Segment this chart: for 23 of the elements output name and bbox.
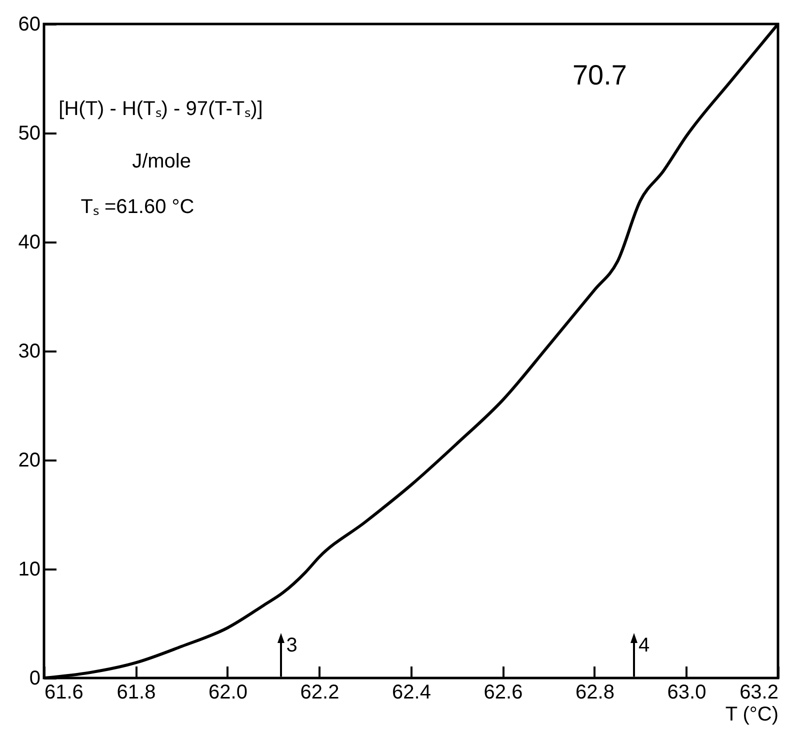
y-tick-label: 40 xyxy=(18,232,40,254)
y-tick-label: 60 xyxy=(18,14,40,36)
x-tick-label: 61.6 xyxy=(44,682,84,704)
y-tick-label: 20 xyxy=(18,450,40,472)
x-axis-title: T (°C) xyxy=(725,704,778,726)
y-tick-label: 30 xyxy=(18,340,40,362)
x-tick-label: 63.2 xyxy=(740,682,778,704)
x-tick-label: 63.0 xyxy=(667,682,706,704)
y-tick-label: 50 xyxy=(18,122,40,144)
x-tick-label: 62.8 xyxy=(576,682,614,704)
y-tick-label: 10 xyxy=(18,558,40,580)
annotation: 70.7 xyxy=(572,59,627,90)
annotation: [H(T) - H(Tₛ) - 97(T-Tₛ)] xyxy=(58,98,263,120)
y-tick-label: 0 xyxy=(29,668,40,690)
x-tick-label: 62.6 xyxy=(484,682,523,704)
annotation: 3 xyxy=(286,634,298,656)
x-tick-label: 62.2 xyxy=(300,682,340,704)
x-tick-label: 62.4 xyxy=(392,682,431,704)
annotation: Tₛ =61.60 °C xyxy=(80,196,194,218)
x-tick-label: 61.8 xyxy=(116,682,156,704)
annotation: J/mole xyxy=(132,150,191,172)
x-tick-label: 62.0 xyxy=(208,682,248,704)
annotation: 4 xyxy=(638,634,650,656)
